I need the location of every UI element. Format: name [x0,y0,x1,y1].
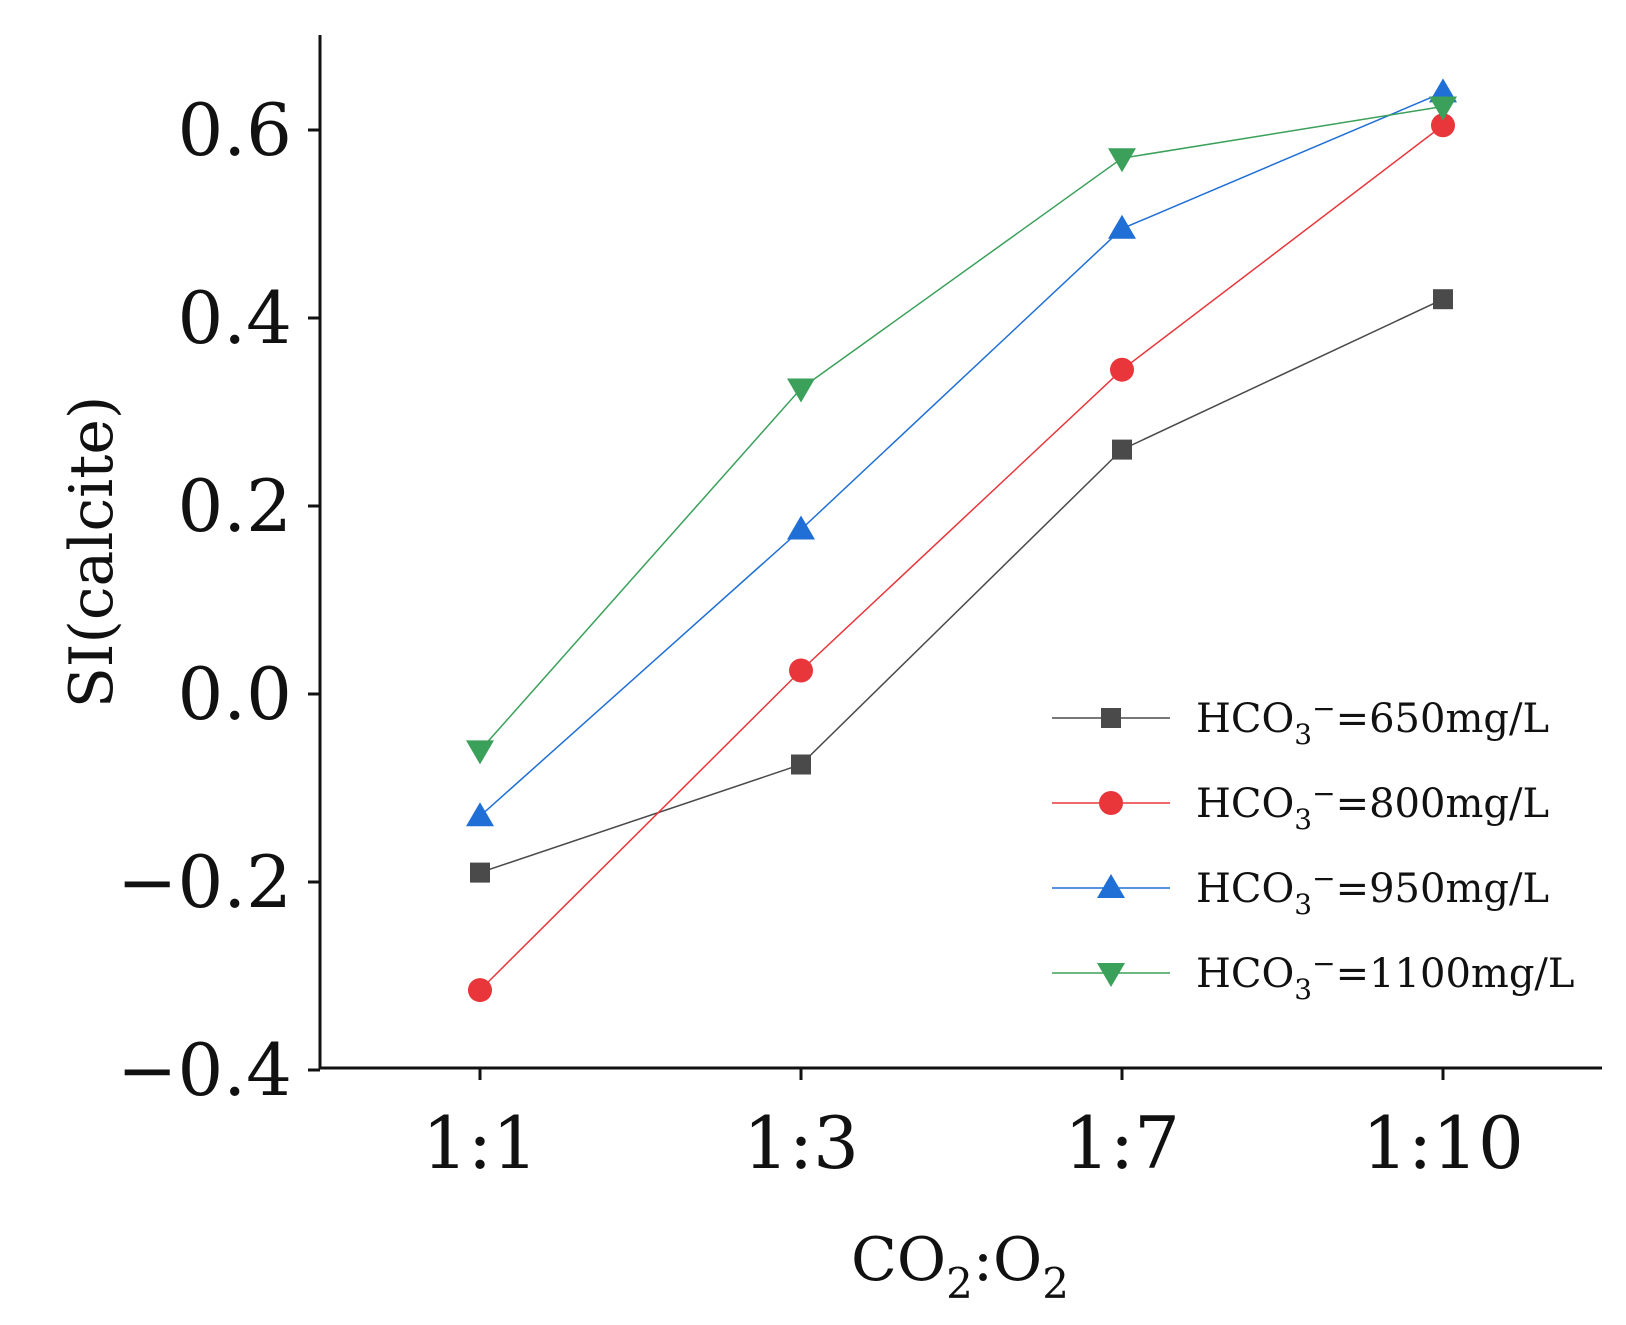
data-point-series-3 [466,802,494,827]
y-tick-label: 0.6 [177,88,292,172]
data-point-series-3 [1429,78,1457,103]
legend: HCO3−=650mg/L HCO3−=800mg/L HCO3−=950mg/L H… [1052,692,1574,1006]
data-point-series-1 [1433,289,1453,310]
series-line-1 [479,298,1444,874]
y-tick-label: −0.2 [117,840,292,924]
data-point-series-1 [1112,439,1132,460]
data-point-series-3 [787,515,815,540]
legend-label: HCO3−=800mg/L [1196,777,1549,836]
y-axis-title: SI(calcite) [57,396,127,709]
legend-label: HCO3−=1100mg/L [1196,947,1574,1006]
x-tick-label: 1:10 [1362,1101,1524,1185]
x-axis-title-main: CO [851,1225,946,1295]
data-point-series-2 [1431,113,1455,138]
data-point-series-4 [466,740,494,765]
series-line-2 [479,124,1444,991]
series-line-4 [479,105,1444,751]
x-axis-title-sub2: 2 [1042,1259,1069,1308]
data-point-series-4 [787,378,815,403]
data-point-series-1 [791,754,811,775]
data-point-series-3 [1108,214,1136,239]
series-markers [466,78,1457,1003]
legend-marker [1101,708,1121,728]
x-axis-title-sub1: 2 [946,1259,973,1308]
y-tick-label: 0.0 [177,652,292,736]
legend-marker [1097,963,1125,987]
series-line-3 [479,91,1444,817]
y-tick-label: 0.4 [177,276,292,360]
legend-marker [1097,874,1125,898]
data-point-series-2 [1110,357,1134,382]
legend-label: HCO3−=650mg/L [1196,692,1549,751]
y-ticks: −0.4 −0.2 0.0 0.2 0.4 0.6 [117,88,320,1112]
y-tick-label: 0.2 [177,464,292,548]
x-tick-label: 1:1 [422,1101,538,1185]
data-point-series-4 [1108,148,1136,173]
data-point-series-2 [468,978,492,1003]
series-lines [479,91,1444,991]
legend-marker [1099,791,1123,815]
x-tick-label: 1:3 [743,1101,859,1185]
x-tick-label: 1:7 [1064,1101,1180,1185]
y-tick-label: −0.4 [117,1028,292,1112]
data-point-series-2 [789,658,813,683]
x-ticks: 1:1 1:3 1:7 1:10 [422,1068,1524,1185]
data-point-series-1 [470,862,490,883]
x-axis-title-mid: :O [973,1225,1042,1295]
axes [318,35,1602,1070]
data-point-series-4 [1429,96,1457,121]
x-axis-title: CO2:O2 [851,1225,1069,1308]
legend-label: HCO3−=950mg/L [1196,862,1549,921]
